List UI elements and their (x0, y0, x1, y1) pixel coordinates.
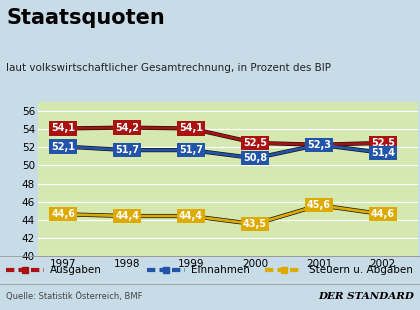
Text: 54,2: 54,2 (115, 122, 139, 133)
Text: 43,5: 43,5 (243, 219, 267, 229)
Text: Quelle: Statistik Österreich, BMF: Quelle: Statistik Österreich, BMF (6, 292, 143, 301)
Text: 52,1: 52,1 (51, 142, 75, 152)
Text: 52,5: 52,5 (371, 138, 395, 148)
Text: Einnahmen: Einnahmen (191, 265, 250, 275)
Text: 50,8: 50,8 (243, 153, 267, 163)
Text: DER STANDARD: DER STANDARD (318, 292, 414, 301)
Text: 44,6: 44,6 (51, 209, 75, 219)
Text: 52,5: 52,5 (243, 138, 267, 148)
Text: Ausgaben: Ausgaben (50, 265, 102, 275)
Text: 51,7: 51,7 (179, 145, 203, 155)
Text: 54,1: 54,1 (179, 123, 203, 134)
Text: laut volkswirtschaftlicher Gesamtrechnung, in Prozent des BIP: laut volkswirtschaftlicher Gesamtrechnun… (6, 64, 331, 73)
Text: Steuern u. Abgaben: Steuern u. Abgaben (309, 265, 412, 275)
Text: Staatsquoten: Staatsquoten (6, 8, 165, 28)
Text: 45,6: 45,6 (307, 200, 331, 210)
Text: 44,4: 44,4 (179, 211, 203, 221)
Text: 52,3: 52,3 (307, 140, 331, 150)
Text: 44,6: 44,6 (371, 209, 395, 219)
Text: 54,1: 54,1 (51, 123, 75, 134)
Text: 51,4: 51,4 (371, 148, 395, 158)
Text: 52,3: 52,3 (307, 140, 331, 150)
Text: 51,7: 51,7 (115, 145, 139, 155)
Text: 44,4: 44,4 (115, 211, 139, 221)
